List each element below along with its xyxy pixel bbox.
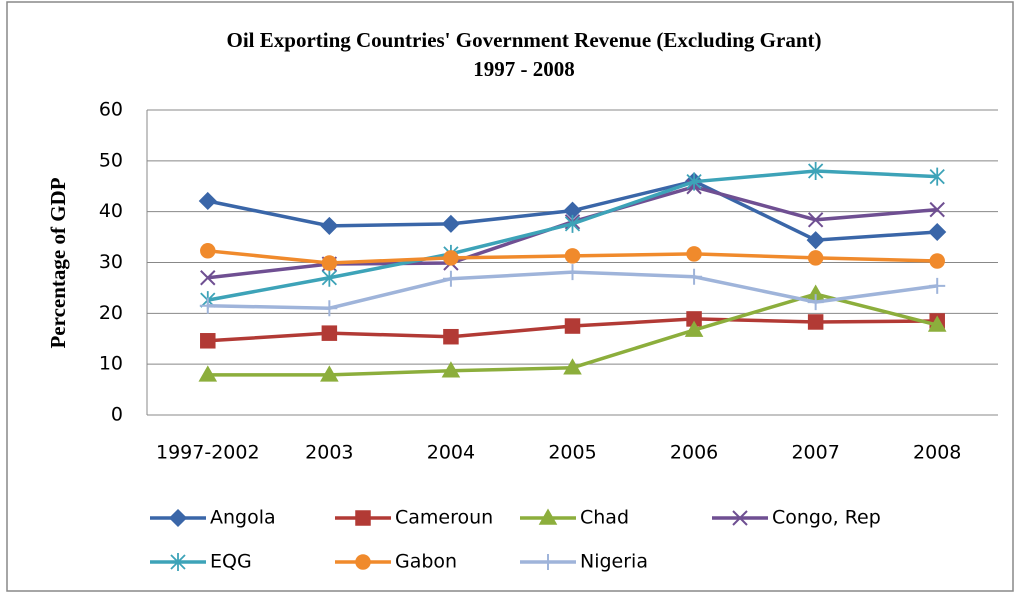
marker [199, 297, 216, 314]
y-axis-label: Percentage of GDP [46, 177, 70, 348]
marker [321, 268, 337, 287]
legend-label: Angola [210, 507, 276, 529]
chart-subtitle: 1997 - 2008 [473, 57, 575, 81]
marker [198, 365, 218, 382]
y-tick-label: 30 [99, 251, 123, 273]
marker [929, 253, 945, 269]
marker [806, 231, 825, 250]
marker [807, 212, 824, 228]
marker [198, 191, 217, 211]
marker [929, 167, 945, 186]
marker [807, 250, 824, 266]
marker [564, 318, 581, 334]
marker [927, 315, 947, 332]
y-tick-label: 50 [99, 149, 123, 171]
x-tick-label: 2005 [548, 442, 596, 464]
marker [807, 294, 824, 311]
legend-label: Gabon [395, 551, 457, 573]
marker [684, 320, 704, 337]
marker [320, 365, 339, 382]
x-tick-label: 1997-2002 [156, 442, 260, 464]
marker [807, 314, 824, 330]
marker [929, 277, 946, 294]
marker [441, 214, 460, 233]
marker [321, 300, 338, 317]
marker [540, 554, 556, 570]
x-tick-label: 2008 [913, 442, 961, 464]
marker [443, 328, 459, 345]
legend-label: Chad [580, 507, 629, 529]
marker [563, 358, 582, 375]
marker [686, 172, 702, 191]
marker [928, 222, 947, 242]
legend-label: Congo, Rep [772, 507, 881, 529]
marker [321, 255, 338, 271]
marker [320, 216, 339, 235]
marker [355, 510, 371, 526]
y-tick-label: 40 [99, 200, 123, 222]
y-tick-label: 20 [99, 302, 123, 324]
marker [929, 201, 945, 218]
y-tick-label: 0 [111, 404, 123, 426]
marker [443, 250, 459, 266]
x-tick-label: 2006 [670, 442, 718, 464]
chart-title: Oil Exporting Countries' Government Reve… [227, 28, 822, 52]
marker [200, 243, 216, 259]
marker [564, 264, 581, 281]
marker [355, 554, 371, 570]
marker [564, 214, 581, 233]
x-tick-label: 2004 [427, 442, 475, 464]
marker [200, 333, 216, 349]
marker [564, 248, 581, 264]
x-tick-label: 2003 [305, 442, 353, 464]
marker [168, 508, 188, 528]
marker [686, 268, 703, 285]
legend-label: EQG [210, 551, 252, 573]
marker [441, 361, 461, 378]
marker [321, 325, 338, 341]
legend-label: Cameroun [395, 507, 493, 529]
marker [538, 508, 558, 525]
marker [170, 553, 186, 571]
x-tick-label: 2007 [791, 442, 839, 464]
y-tick-label: 10 [99, 353, 123, 375]
y-tick-label: 60 [99, 99, 123, 121]
marker [732, 510, 748, 526]
legend-label: Nigeria [580, 551, 648, 573]
marker [686, 246, 702, 262]
marker [200, 270, 216, 286]
marker [808, 162, 824, 180]
marker [442, 270, 459, 287]
